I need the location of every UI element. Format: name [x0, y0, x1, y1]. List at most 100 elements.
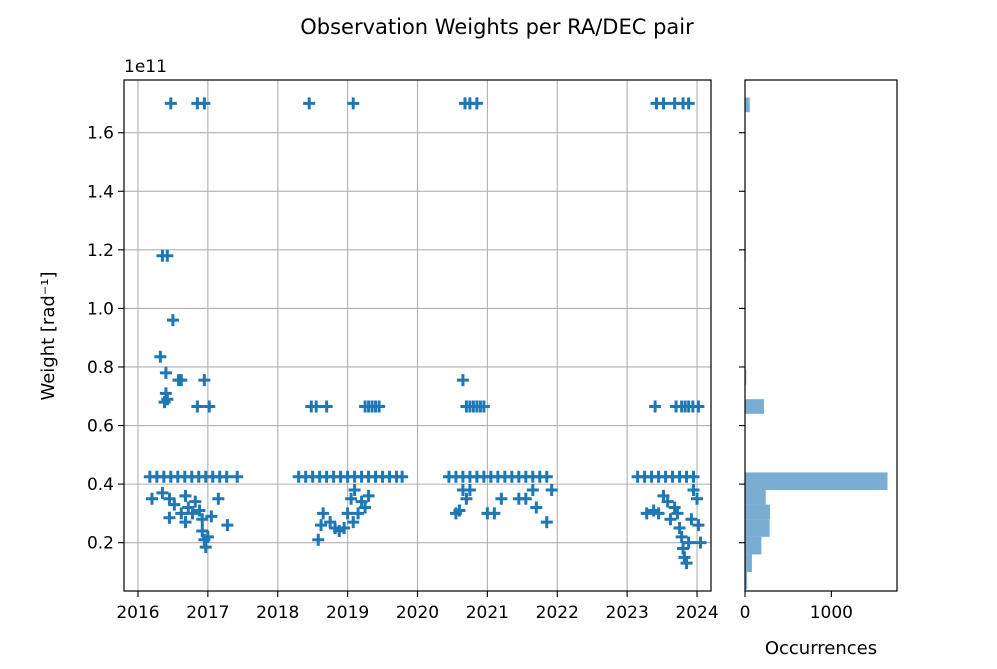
scatter-point — [145, 492, 158, 505]
scatter-point — [347, 97, 360, 110]
x-tick-label: 2016 — [116, 603, 159, 623]
histogram-x-tick-label: 0 — [740, 603, 751, 623]
histogram-bar — [745, 97, 750, 113]
scatter-point — [453, 504, 466, 517]
x-tick-label: 2019 — [326, 603, 369, 623]
histogram-bar — [745, 489, 766, 505]
x-tick-label: 2022 — [536, 603, 579, 623]
scatter-point — [692, 400, 705, 413]
scatter-point — [205, 510, 218, 523]
scatter-point — [545, 483, 558, 496]
y-tick-label: 0.8 — [87, 358, 114, 378]
scatter-point — [470, 97, 483, 110]
x-tick-label: 2021 — [466, 603, 509, 623]
histogram-bar — [745, 536, 762, 555]
scatter-point — [661, 495, 674, 508]
scatter-point — [303, 97, 316, 110]
y-tick-label: 1.2 — [87, 241, 114, 261]
scatter-point — [231, 470, 244, 483]
scatter-point — [341, 507, 354, 520]
scatter-point — [396, 470, 409, 483]
scatter-point — [692, 519, 705, 532]
x-tick-label: 2017 — [186, 603, 229, 623]
scatter-point — [682, 536, 695, 549]
main-axes: 2016 2017 2018 2019 2020 2021 2022 2023 2024 0.2 0… — [87, 124, 719, 623]
scatter-point — [175, 507, 188, 520]
scatter-point — [166, 314, 179, 327]
histogram-axes: 0 1000 — [739, 132, 853, 623]
scatter-point — [312, 533, 325, 546]
scatter-point — [652, 507, 665, 520]
scatter-point — [315, 519, 328, 532]
histogram-bar — [745, 554, 752, 572]
scatter-point — [680, 557, 693, 570]
histogram-bars — [745, 97, 888, 590]
y-tick-label: 0.4 — [87, 475, 114, 495]
scatter-point — [352, 507, 365, 520]
scatter-point — [495, 492, 508, 505]
scatter-point — [540, 470, 553, 483]
scatter-point — [687, 470, 700, 483]
scatter-point — [694, 536, 707, 549]
histogram-bar — [745, 399, 764, 414]
scatter-point — [203, 400, 216, 413]
y-axis-label: Weight [rad⁻¹] — [38, 271, 59, 400]
scatter-point — [488, 507, 501, 520]
scatter-point — [175, 374, 188, 387]
scatter-point — [540, 516, 553, 529]
scatter-point — [196, 524, 209, 537]
histogram-bar — [745, 571, 748, 590]
x-tick-label: 2023 — [606, 603, 649, 623]
scatter-point — [685, 513, 698, 526]
scatter-point — [526, 483, 539, 496]
scatter-point — [317, 507, 330, 520]
histogram-bar — [745, 519, 770, 537]
scatter-point — [156, 486, 169, 499]
scatter-point — [220, 470, 233, 483]
scatter-point — [678, 551, 691, 564]
main-grid — [124, 80, 711, 591]
scatter-point — [179, 516, 192, 529]
scatter-point — [310, 400, 323, 413]
scatter-point — [373, 400, 386, 413]
scatter-point — [199, 541, 212, 554]
histogram-plot-frame — [744, 79, 898, 592]
scatter-point — [640, 507, 653, 520]
scatter-point — [161, 249, 174, 262]
scatter-point — [348, 483, 361, 496]
scatter-point — [687, 483, 700, 496]
y-scale-offset-label: 1e11 — [124, 57, 167, 77]
histogram-x-label: Occurrences — [765, 638, 877, 659]
scatter-point — [347, 516, 360, 529]
scatter-points — [143, 97, 707, 570]
histogram-bar — [745, 472, 888, 490]
scatter-point — [191, 400, 204, 413]
scatter-point — [338, 522, 351, 535]
scatter-point — [198, 374, 211, 387]
scatter-point — [168, 498, 181, 511]
scatter-point — [163, 511, 176, 524]
scatter-point — [158, 396, 171, 409]
scatter-point — [530, 501, 543, 514]
scatter-point — [189, 495, 202, 508]
y-tick-label: 0.2 — [87, 534, 114, 554]
scatter-point — [519, 492, 532, 505]
scatter-point — [201, 530, 214, 543]
histogram-x-tick-label: 1000 — [810, 603, 853, 623]
scatter-point — [691, 492, 704, 505]
scatter-point — [671, 507, 684, 520]
y-tick-label: 1.4 — [87, 182, 114, 202]
chart-title: Observation Weights per RA/DEC pair — [300, 15, 694, 39]
y-tick-label: 1.6 — [87, 124, 114, 144]
scatter-point — [463, 483, 476, 496]
scatter-point — [477, 400, 490, 413]
scatter-point — [198, 97, 211, 110]
scatter-point — [196, 513, 209, 526]
scatter-point — [362, 489, 375, 502]
scatter-point — [212, 492, 225, 505]
scatter-point — [460, 492, 473, 505]
scatter-point — [221, 519, 234, 532]
